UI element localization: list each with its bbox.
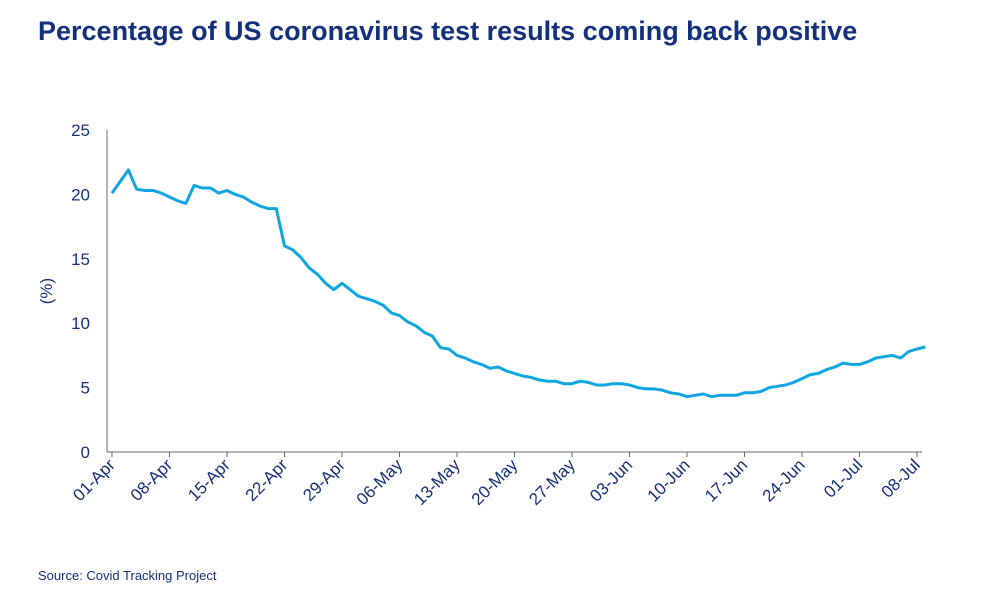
- x-tick-label: 17-Jun: [701, 455, 751, 505]
- x-tick-label: 06-May: [353, 455, 407, 509]
- y-tick-label: 25: [71, 121, 90, 140]
- x-tick-label: 13-May: [410, 455, 464, 509]
- x-tick-label: 15-Apr: [184, 455, 234, 505]
- series-line: [110, 168, 926, 399]
- y-tick-label: 10: [71, 314, 90, 333]
- x-tick-label: 27-May: [525, 455, 579, 509]
- y-tick-label: 20: [71, 185, 90, 204]
- x-tick-label: 10-Jun: [644, 455, 694, 505]
- x-tick-label: 08-Apr: [127, 455, 177, 505]
- source-note: Source: Covid Tracking Project: [38, 568, 217, 583]
- x-tick-label: 03-Jun: [586, 455, 636, 505]
- x-tick-label: 29-Apr: [299, 455, 349, 505]
- x-tick-label: 08-Jul: [878, 455, 924, 501]
- x-tick-label: 22-Apr: [242, 455, 292, 505]
- y-axis-label: (%): [37, 278, 56, 304]
- x-tick-label: 24-Jun: [759, 455, 809, 505]
- y-tick-label: 0: [81, 443, 90, 462]
- y-tick-label: 5: [81, 379, 90, 398]
- x-tick-label: 01-Apr: [69, 455, 119, 505]
- x-tick-label: 01-Jul: [820, 455, 866, 501]
- x-tick-label: 20-May: [468, 455, 522, 509]
- chart-title: Percentage of US coronavirus test result…: [38, 16, 858, 46]
- y-tick-label: 15: [71, 250, 90, 269]
